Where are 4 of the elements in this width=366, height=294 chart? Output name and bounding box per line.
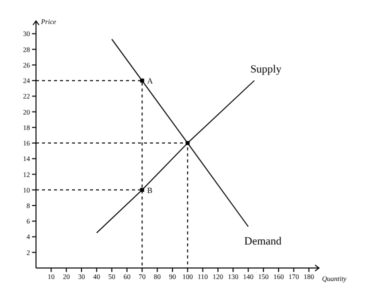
series-label: Demand (244, 236, 282, 248)
annotation: B (147, 186, 152, 195)
series-label: Supply (250, 64, 282, 76)
annotation: A (147, 76, 154, 86)
